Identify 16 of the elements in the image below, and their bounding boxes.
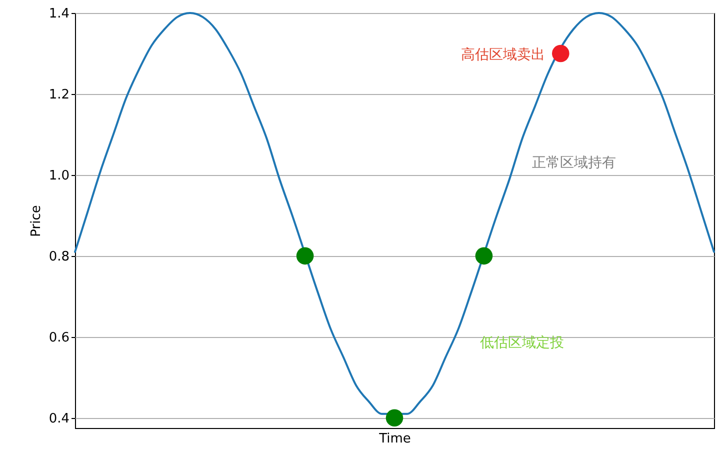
x-axis-title: Time (378, 432, 411, 446)
line-series (74, 12, 715, 415)
annotation: 低估区域定投 (480, 335, 564, 351)
annotation: 正常区域持有 (532, 155, 616, 171)
y-tick-label: 0.4 (48, 411, 70, 426)
y-tick-label: 0.6 (48, 330, 70, 346)
point (296, 247, 314, 265)
y-tick-label: 1.0 (48, 168, 70, 184)
y-tick-label: 0.8 (48, 249, 70, 264)
y-tick-label: 1.2 (48, 87, 70, 102)
annotation: 高估区域卖出 (461, 47, 545, 63)
point (386, 409, 404, 427)
point (552, 44, 570, 62)
point (475, 247, 493, 265)
y-tick-label: 1.4 (48, 6, 70, 22)
y-axis-title: Price (28, 205, 44, 237)
